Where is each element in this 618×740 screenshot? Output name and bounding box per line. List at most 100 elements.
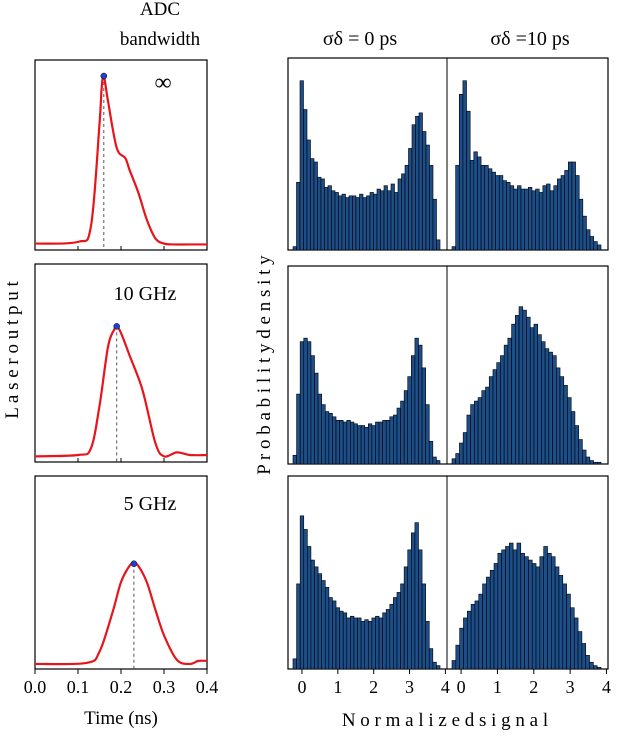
histogram-bar xyxy=(451,660,457,670)
histogram-bar xyxy=(463,617,468,670)
histogram-bar xyxy=(389,604,394,670)
histogram-bar xyxy=(577,631,583,670)
histogram-bar xyxy=(482,583,487,670)
histogram-bar xyxy=(520,552,525,670)
histogram-bar xyxy=(352,195,357,251)
signal-tick-label: 2 xyxy=(369,677,378,697)
histogram-bar xyxy=(570,411,576,465)
histogram-bar xyxy=(341,193,346,251)
histogram-bar xyxy=(486,576,491,670)
histogram-bar xyxy=(346,617,351,670)
column-title-sigma-10ps: σδ =10 ps xyxy=(490,28,569,50)
histogram-bar xyxy=(466,610,472,670)
histogram-bar xyxy=(578,439,583,465)
histogram-bar xyxy=(335,419,340,465)
histogram-bar xyxy=(320,178,325,251)
time-tick-label: 0.2 xyxy=(110,677,133,697)
histogram-bar xyxy=(459,627,464,670)
histogram-bar xyxy=(491,171,496,251)
signal-tick-label: 3 xyxy=(566,677,575,697)
histogram-bar xyxy=(411,124,416,251)
histogram-bar xyxy=(485,386,490,465)
signal-tick-label: 3 xyxy=(405,677,414,697)
histogram-bar xyxy=(415,115,420,251)
histogram-bar xyxy=(582,215,587,251)
histogram-bar xyxy=(397,178,402,251)
histogram-bar xyxy=(364,426,369,465)
histogram-bar xyxy=(436,460,441,465)
time-tick-label: 0.1 xyxy=(67,677,90,697)
histogram-bar xyxy=(307,341,312,465)
histogram-bar xyxy=(348,195,353,251)
histogram-bar xyxy=(346,419,351,465)
histogram-bar xyxy=(353,617,358,670)
histogram-0ps-10ghz xyxy=(292,337,441,465)
histogram-bar xyxy=(596,666,602,670)
histogram-bar xyxy=(292,246,297,251)
histogram-bar xyxy=(422,131,427,251)
histogram-bar xyxy=(474,400,479,465)
histogram-bar xyxy=(466,110,471,251)
histogram-bar xyxy=(473,151,478,251)
histogram-bar xyxy=(474,600,480,670)
histogram-bar xyxy=(524,188,529,251)
histogram-bar xyxy=(299,80,304,251)
histogram-bar xyxy=(317,573,322,670)
histogram-bar xyxy=(371,617,376,670)
signal-tick-label: 0 xyxy=(457,677,466,697)
signal-tick-label: 1 xyxy=(333,677,342,697)
histogram-bar xyxy=(299,515,305,670)
histogram-bar xyxy=(321,404,326,465)
histogram-bar xyxy=(362,197,367,251)
histogram-bar xyxy=(563,385,568,465)
histogram-bar xyxy=(292,454,297,465)
pulse-curve xyxy=(34,74,207,246)
histogram-bar xyxy=(495,175,500,251)
histogram-bar xyxy=(303,337,308,465)
histogram-bar xyxy=(501,549,506,670)
histogram-bar xyxy=(425,621,430,670)
histogram-bar xyxy=(324,187,329,251)
histogram-bar xyxy=(342,612,348,670)
histogram-bar xyxy=(428,648,434,670)
histogram-bar xyxy=(517,185,522,251)
histogram-bar xyxy=(546,183,551,251)
signal-tick-label: 1 xyxy=(493,677,502,697)
histogram-bar xyxy=(411,355,416,465)
histogram-bar xyxy=(345,197,350,251)
histogram-bar xyxy=(303,109,308,251)
histogram-bar xyxy=(470,604,476,670)
histogram-bar xyxy=(496,362,501,465)
histogram-bar xyxy=(455,453,460,465)
histogram-bar xyxy=(414,522,419,670)
histogram-bar xyxy=(328,597,333,670)
histogram-bar xyxy=(432,198,437,251)
histogram-bar xyxy=(571,161,576,251)
histogram-bar xyxy=(574,425,579,465)
histogram-bar xyxy=(477,397,483,465)
histogram-bar xyxy=(451,246,456,251)
histogram-bar xyxy=(357,425,362,465)
adc-title-line1: ADC xyxy=(140,0,180,20)
histogram-bar xyxy=(497,552,502,670)
histogram-bar xyxy=(585,655,590,670)
histogram-bar xyxy=(350,421,355,465)
pulse-panel-5ghz-frame xyxy=(34,475,208,670)
histogram-bar xyxy=(558,575,564,670)
histogram-bar xyxy=(314,566,319,670)
histogram-bar xyxy=(480,165,486,251)
histogram-bar xyxy=(421,583,426,670)
histogram-bar xyxy=(408,148,413,251)
histogram-bar xyxy=(292,658,297,670)
histogram-bar xyxy=(542,185,547,251)
histogram-bar xyxy=(549,190,555,251)
histogram-bar xyxy=(310,559,315,670)
hist-panel-row2-frame xyxy=(287,265,609,465)
histogram-bar xyxy=(573,617,579,670)
histogram-bar xyxy=(366,195,371,251)
peak-marker xyxy=(130,560,138,567)
histogram-bar xyxy=(369,192,374,251)
histogram-bar xyxy=(458,93,464,251)
histogram-bar xyxy=(360,621,366,670)
